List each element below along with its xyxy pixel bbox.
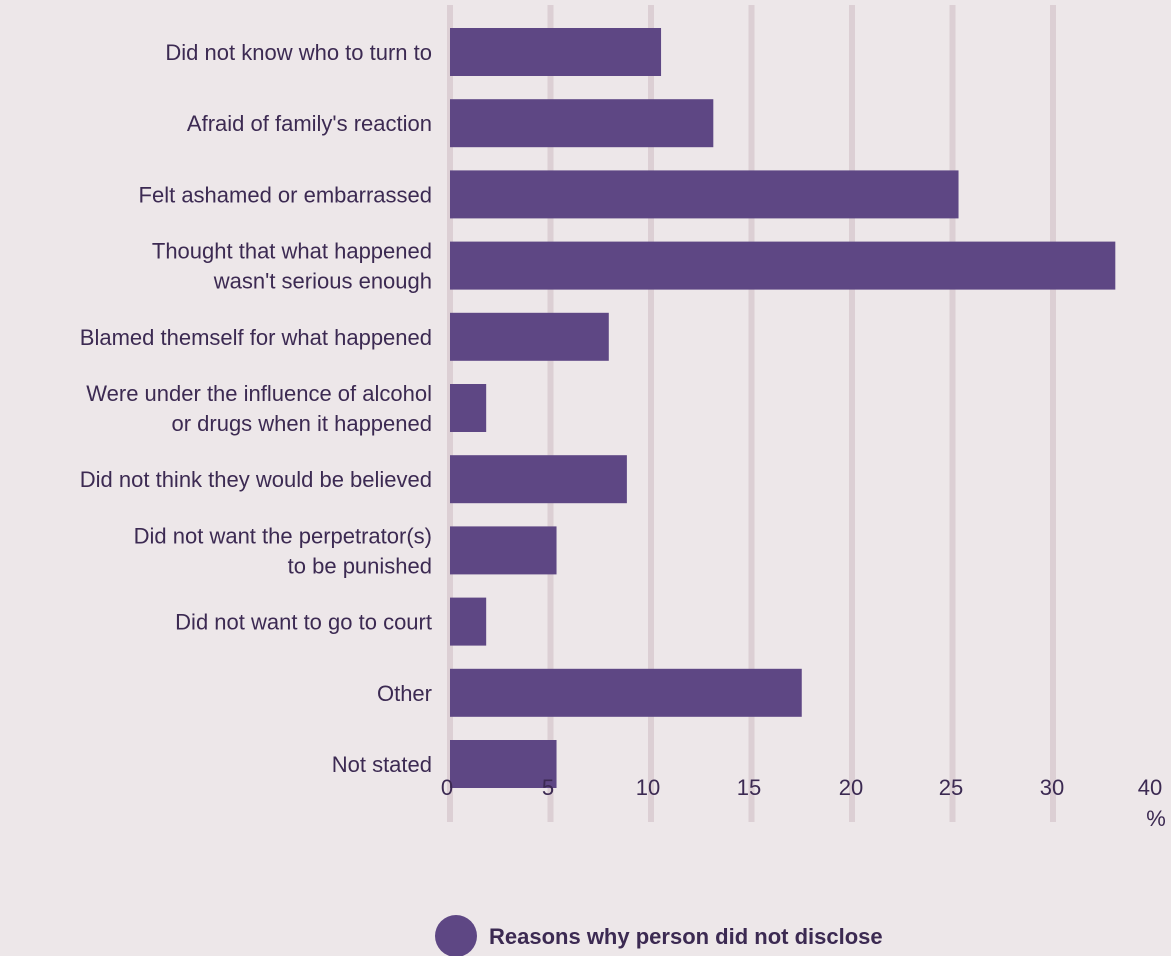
gridline-25 bbox=[949, 5, 956, 822]
x-tick-label-0: 0 bbox=[441, 775, 453, 800]
bar-8 bbox=[450, 526, 557, 575]
bar-4 bbox=[450, 241, 1116, 290]
bar-6 bbox=[450, 384, 487, 432]
category-label-10: Other bbox=[377, 681, 432, 706]
x-tick-label-15: 15 bbox=[737, 775, 761, 800]
legend-swatch bbox=[435, 915, 477, 956]
gridline-20 bbox=[849, 5, 855, 822]
x-axis-ticks: 0 5 10 15 20 25 30 40% bbox=[441, 775, 1166, 831]
x-tick-label-10: 10 bbox=[636, 775, 660, 800]
x-axis-unit: % bbox=[1146, 806, 1166, 831]
bar-9 bbox=[450, 597, 487, 646]
bar-7 bbox=[450, 455, 627, 504]
bar-2 bbox=[450, 99, 714, 148]
bar-3 bbox=[450, 170, 959, 219]
category-label-9: Did not want to go to court bbox=[175, 610, 432, 635]
category-label-3: Felt ashamed or embarrassed bbox=[139, 182, 432, 207]
gridline-10 bbox=[648, 5, 654, 822]
x-tick-label-20: 20 bbox=[839, 775, 863, 800]
gridline-5 bbox=[547, 5, 554, 822]
gridline-15 bbox=[748, 5, 755, 822]
category-labels: Did not know who to turn to Afraid of fam… bbox=[80, 40, 432, 777]
category-label-11: Not stated bbox=[332, 752, 432, 777]
gridline-30 bbox=[1050, 5, 1056, 822]
category-label-6-line-2: or drugs when it happened bbox=[171, 411, 432, 436]
category-label-4-line-2: wasn't serious enough bbox=[213, 269, 432, 294]
bar-1 bbox=[450, 28, 662, 76]
category-label-7: Did not think they would be believed bbox=[80, 467, 432, 492]
x-tick-label-5: 5 bbox=[542, 775, 554, 800]
bar-5 bbox=[450, 312, 609, 361]
category-label-4-line-1: Thought that what happened bbox=[152, 239, 432, 264]
category-label-1: Did not know who to turn to bbox=[165, 40, 432, 65]
category-label-8-line-1: Did not want the perpetrator(s) bbox=[134, 523, 432, 548]
x-tick-label-25: 25 bbox=[939, 775, 963, 800]
x-tick-label-30: 30 bbox=[1040, 775, 1064, 800]
category-label-5: Blamed themself for what happened bbox=[80, 325, 432, 350]
category-label-8-line-2: to be punished bbox=[288, 553, 432, 578]
category-label-2: Afraid of family's reaction bbox=[187, 111, 432, 136]
bar-10 bbox=[450, 668, 802, 717]
category-label-6-line-1: Were under the influence of alcohol bbox=[86, 381, 432, 406]
x-tick-label-40: 40 bbox=[1138, 775, 1162, 800]
bar-11 bbox=[450, 740, 557, 788]
legend: Reasons why person did not disclose bbox=[435, 915, 883, 956]
bars bbox=[450, 28, 1116, 788]
legend-label: Reasons why person did not disclose bbox=[489, 924, 883, 949]
